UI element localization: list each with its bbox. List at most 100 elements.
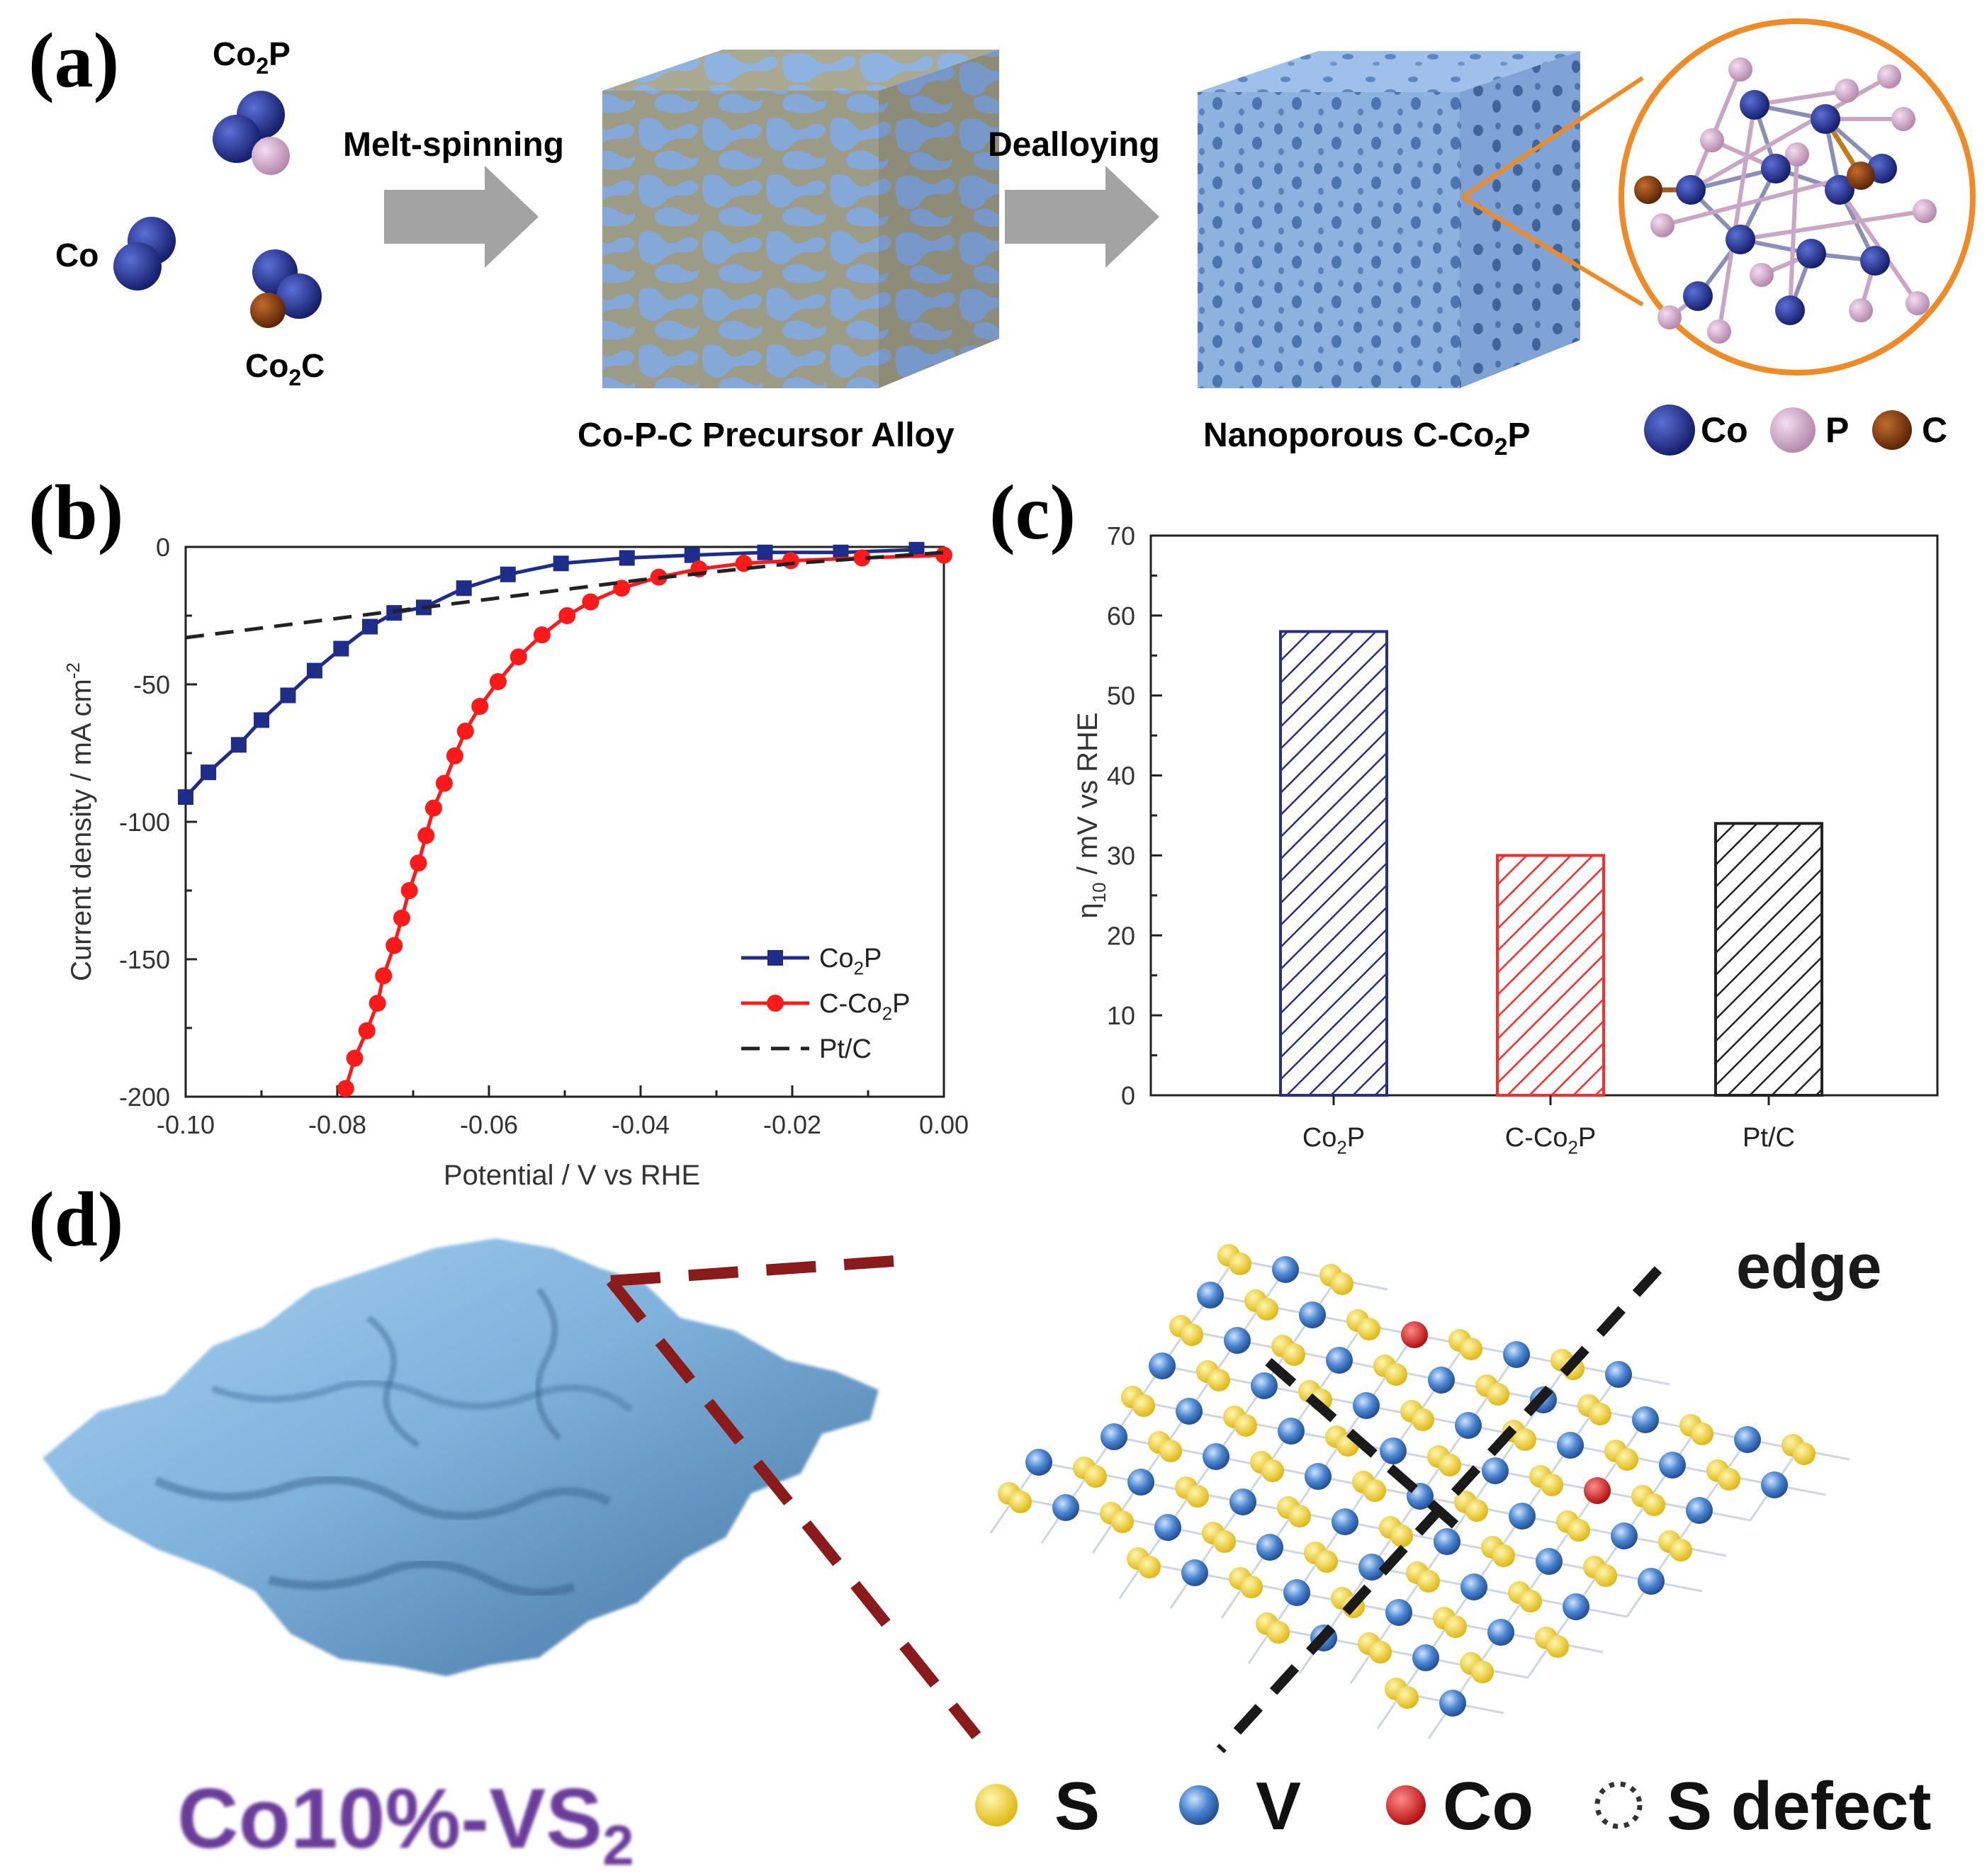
- v-atom: [1025, 1449, 1052, 1476]
- overpotential-bar-chart: 0 10 20 30 40 50 60 70 η10 / mV vs RHE Co2P C-Co2P…: [1072, 521, 1939, 1158]
- co2p-label: Co2P: [213, 35, 291, 79]
- sheet-ridge: [534, 1287, 563, 1441]
- v-atom: [1181, 1559, 1208, 1586]
- s-atom: [1358, 1318, 1380, 1340]
- s-atom: [1159, 1440, 1182, 1462]
- v-atom: [1434, 1528, 1460, 1555]
- data-point: [306, 662, 322, 679]
- data-point: [375, 967, 393, 985]
- legend-label: Co2P: [819, 944, 882, 979]
- v-atom: [1332, 1508, 1358, 1535]
- y-tick-label: 70: [1107, 521, 1135, 550]
- series-line-co2p: [184, 548, 917, 798]
- v-atom: [1734, 1426, 1761, 1453]
- v-atom: [1224, 1327, 1251, 1354]
- nanoporous-cube: [1198, 51, 1580, 388]
- v-atom: [1557, 1432, 1584, 1459]
- v-atom: [1278, 1418, 1305, 1445]
- data-point: [400, 882, 418, 899]
- data-point: [853, 549, 871, 567]
- v-atom: [1358, 1554, 1385, 1581]
- y-tick-label: 30: [1107, 841, 1135, 870]
- s-atom: [1213, 1530, 1236, 1553]
- panel-b-label: (b): [28, 469, 123, 555]
- v-atom: [1154, 1514, 1181, 1541]
- s-atom: [1439, 1454, 1461, 1476]
- bond-line: [1788, 154, 1799, 311]
- s-atom: [1670, 1539, 1692, 1561]
- s-atom: [1009, 1491, 1032, 1513]
- p-atom: [1650, 213, 1674, 237]
- s-atom: [1132, 1394, 1155, 1417]
- co-legend-label: Co: [1701, 410, 1748, 450]
- v-atom: [1439, 1690, 1466, 1717]
- data-point: [410, 854, 427, 872]
- data-point: [201, 764, 217, 781]
- data-point: [230, 737, 247, 753]
- data-point: [533, 626, 551, 644]
- co-label: Co: [55, 237, 98, 273]
- s-atom: [1363, 1479, 1386, 1502]
- v-atom: [1197, 1282, 1224, 1309]
- legend-marker: [767, 950, 783, 966]
- panel-d: (d) Co10%-VS2 edge S V Co S defec: [28, 1176, 1931, 1876]
- v-atom: [1460, 1573, 1487, 1600]
- y-tick-label: 10: [1107, 1001, 1135, 1030]
- x-tick-label: -0.06: [460, 1110, 518, 1139]
- s-atom: [1567, 1519, 1590, 1542]
- s-atom: [1256, 1298, 1278, 1321]
- s-defect-legend-icon: [1594, 1781, 1643, 1829]
- data-point: [558, 607, 576, 624]
- s-atom: [1487, 1383, 1509, 1406]
- co-atom: [1740, 90, 1769, 120]
- s-atom: [1331, 1272, 1353, 1295]
- v-atom: [1503, 1341, 1530, 1368]
- s-atom: [1208, 1369, 1230, 1391]
- data-point: [471, 698, 489, 716]
- co-molecule: [113, 217, 176, 290]
- v-atom: [1761, 1471, 1788, 1498]
- s-atom: [1229, 1253, 1251, 1275]
- x-tick-label: 0.00: [919, 1110, 969, 1139]
- data-point: [684, 547, 700, 563]
- x-tick-label: Pt/C: [1743, 1123, 1795, 1153]
- data-point: [424, 799, 442, 817]
- v-atom: [1229, 1488, 1256, 1515]
- panel-b: (b) -0.10 -0.08 -0.06 -0.04 -0.02 0.00 0 -50 -10…: [28, 469, 969, 1191]
- cube-top-face: [602, 50, 999, 91]
- co-dopant-atom: [1401, 1321, 1428, 1348]
- process-arrow-icon: [1005, 166, 1159, 268]
- v-atom: [1299, 1301, 1326, 1328]
- sheet-ridge: [268, 1559, 575, 1597]
- co-dopant-atom: [1584, 1477, 1611, 1504]
- p-atom: [252, 137, 290, 175]
- nanoporous-caption: Nanoporous C-Co2P: [1203, 417, 1531, 460]
- v-atom: [1536, 1548, 1563, 1575]
- co-atom: [1860, 246, 1890, 276]
- s-atom: [1261, 1459, 1284, 1482]
- data-point: [393, 909, 410, 927]
- y-axis-label: Current density / mA cm-2: [62, 662, 97, 981]
- s-atom: [1471, 1661, 1494, 1683]
- data-point: [500, 566, 516, 582]
- s-atom: [1718, 1468, 1740, 1491]
- s-atom: [1267, 1621, 1290, 1644]
- s-atom: [1396, 1686, 1419, 1709]
- data-point: [582, 593, 600, 611]
- s-atom: [1643, 1493, 1665, 1516]
- c-atom: [1847, 162, 1875, 190]
- p-atom: [1906, 291, 1930, 315]
- v-atom: [1326, 1347, 1353, 1374]
- p-atom: [1877, 64, 1901, 89]
- c-legend-icon: [1872, 410, 1912, 450]
- precursor-alloy-cube: [602, 50, 999, 388]
- y-tick-label: 60: [1107, 601, 1135, 631]
- p-atom: [1750, 263, 1774, 287]
- s-atom: [1616, 1448, 1638, 1471]
- c-atom: [1634, 176, 1662, 204]
- co-atom: [213, 115, 261, 163]
- data-point: [333, 640, 349, 657]
- panel-a: (a) Co2P Co Co2C Melt-spinning: [28, 17, 1976, 460]
- bar: [1496, 854, 1605, 1097]
- s-defect-legend-label: S defect: [1667, 1768, 1931, 1844]
